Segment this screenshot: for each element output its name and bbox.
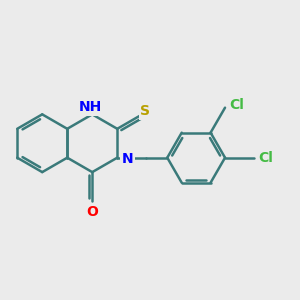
Text: Cl: Cl — [230, 98, 244, 112]
Text: Cl: Cl — [258, 151, 273, 165]
Text: NH: NH — [79, 100, 102, 114]
Text: N: N — [122, 152, 133, 166]
Text: S: S — [140, 104, 150, 118]
Text: O: O — [86, 205, 98, 219]
